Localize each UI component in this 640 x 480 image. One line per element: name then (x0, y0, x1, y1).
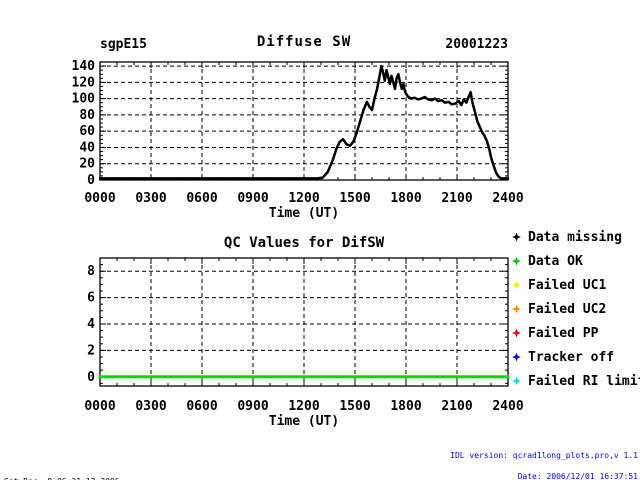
svg-text:4: 4 (87, 317, 95, 332)
qc-flag-marker-icon (512, 232, 521, 242)
qc-flag-marker-icon (512, 376, 521, 386)
svg-text:0600: 0600 (186, 191, 217, 206)
legend-item-label: Failed RI limit (528, 373, 640, 389)
svg-text:0600: 0600 (186, 399, 217, 414)
svg-text:6: 6 (87, 291, 95, 306)
svg-text:40: 40 (79, 140, 95, 155)
svg-text:2100: 2100 (441, 399, 472, 414)
svg-text:0: 0 (87, 173, 95, 188)
svg-text:2400: 2400 (492, 191, 523, 206)
svg-text:0900: 0900 (237, 191, 268, 206)
date-label: 20001223 (445, 37, 508, 52)
legend-item-failed-pp: Failed PP (512, 321, 640, 345)
legend-item-data-ok: Data OK (512, 249, 640, 273)
svg-text:0000: 0000 (84, 191, 115, 206)
svg-text:0900: 0900 (237, 399, 268, 414)
svg-text:1500: 1500 (339, 191, 370, 206)
qc-flag-marker-icon (512, 304, 521, 314)
svg-text:1800: 1800 (390, 399, 421, 414)
legend-item-failed-uc2: Failed UC2 (512, 297, 640, 321)
svg-text:Time (UT): Time (UT) (269, 206, 339, 221)
legend-item-label: Failed PP (528, 325, 599, 341)
qc-flag-marker-icon (512, 280, 521, 290)
svg-text:20: 20 (79, 157, 95, 172)
qc-flag-marker-icon (512, 352, 521, 362)
svg-text:1200: 1200 (288, 191, 319, 206)
legend-item-label: Failed UC1 (528, 277, 607, 293)
legend-item-label: Data OK (528, 253, 583, 269)
svg-text:80: 80 (79, 108, 95, 123)
svg-text:100: 100 (72, 92, 96, 107)
svg-text:2: 2 (87, 343, 95, 358)
svg-text:120: 120 (72, 75, 96, 90)
chart-title-qc-values: QC Values for DifSW (223, 235, 385, 251)
svg-text:60: 60 (79, 124, 95, 139)
svg-text:2100: 2100 (441, 191, 472, 206)
chart-title-diffuse-sw: Diffuse SW (256, 34, 352, 50)
qc-flag-marker-icon (512, 328, 521, 338)
svg-text:0: 0 (87, 370, 95, 385)
svg-text:1500: 1500 (339, 399, 370, 414)
svg-text:8: 8 (87, 264, 95, 279)
footer-left: Sat Dec 9 06:21:12 2006 Battelle Pacific… (4, 442, 332, 480)
legend-item-failed-uc1: Failed UC1 (512, 273, 640, 297)
legend-item-label: Data missing (528, 229, 622, 245)
legend-item-data-missing: Data missing (512, 225, 640, 249)
generation-timestamp: Sat Dec 9 06:21:12 2006 (4, 474, 332, 480)
svg-text:Time (UT): Time (UT) (269, 414, 339, 429)
svg-text:0300: 0300 (135, 191, 166, 206)
legend-item-label: Tracker off (528, 349, 615, 365)
svg-text:0300: 0300 (135, 399, 166, 414)
legend-item-label: Failed UC2 (528, 301, 607, 317)
svg-text:0000: 0000 (84, 399, 115, 414)
qc-flag-legend: Data missing Data OK Failed UC1 Failed U… (512, 225, 640, 393)
legend-item-failed-ri-limit: Failed RI limit (512, 369, 640, 393)
idl-version-label: IDL version: qcrad1long_plots.pro,v 1.1 (450, 451, 638, 460)
svg-text:1800: 1800 (390, 191, 421, 206)
site-label: sgpE15 (100, 37, 147, 52)
svg-text:2400: 2400 (492, 399, 523, 414)
svg-text:140: 140 (72, 59, 96, 74)
legend-item-tracker-off: Tracker off (512, 345, 640, 369)
idl-version-date-label: Date: 2006/12/01 16:37:51 (517, 472, 638, 480)
svg-text:1200: 1200 (288, 399, 319, 414)
footer-right-version-info: IDL version: qcrad1long_plots.pro,v 1.1 … (388, 438, 638, 480)
qc-flag-marker-icon (512, 256, 521, 266)
